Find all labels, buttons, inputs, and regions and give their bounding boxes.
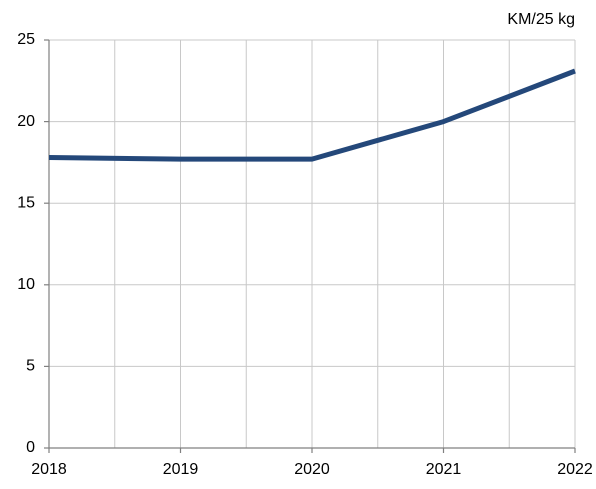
x-tick-label: 2022 — [557, 461, 593, 478]
data-line — [48, 68, 576, 162]
y-tick-label: 25 — [17, 31, 35, 48]
unit-label: KM/25 kg — [507, 11, 575, 28]
x-tick-label: 2020 — [294, 461, 330, 478]
y-tick-label: 10 — [17, 276, 35, 293]
x-tick-label: 2019 — [163, 461, 199, 478]
x-tick-label: 2021 — [426, 461, 462, 478]
y-tick-label: 0 — [26, 439, 35, 456]
y-tick-label: 20 — [17, 113, 35, 130]
y-tick-label: 5 — [26, 358, 35, 375]
x-tick-label: 2018 — [31, 461, 67, 478]
y-tick-label: 15 — [17, 194, 35, 211]
